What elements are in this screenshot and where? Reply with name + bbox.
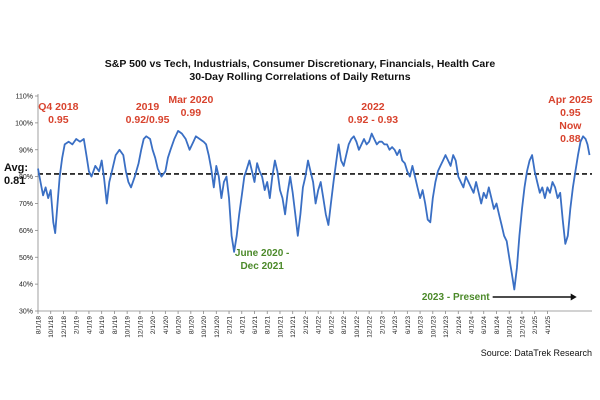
y-tick-label: 60%	[19, 228, 33, 235]
y-tick-label: 70%	[19, 201, 33, 208]
annotation-text: 0.95	[48, 114, 69, 126]
x-tick-label: 2/1/22	[303, 316, 310, 334]
x-tick-label: 4/1/21	[239, 316, 246, 334]
x-tick-label: 10/1/24	[507, 316, 514, 338]
x-tick-label: 4/1/20	[163, 316, 170, 334]
y-tick-label: 30%	[19, 309, 33, 316]
x-tick-label: 2/1/21	[227, 316, 234, 334]
average-label: Avg:	[4, 162, 28, 174]
annotation-text: 0.99	[181, 107, 202, 119]
x-tick-label: 10/1/18	[48, 316, 55, 338]
annotation-text: June 2020 -	[235, 248, 289, 259]
x-tick-label: 8/1/19	[112, 316, 119, 334]
x-tick-label: 8/1/21	[265, 316, 272, 334]
x-tick-label: 12/1/21	[290, 316, 297, 338]
annotation-text: 0.92/0.95	[126, 114, 170, 126]
annotation-text: 2022	[361, 101, 385, 113]
x-tick-label: 8/1/20	[188, 316, 195, 334]
annotation-text: Mar 2020	[168, 94, 213, 106]
annotation-text: 0.92 - 0.93	[348, 114, 398, 126]
x-tick-label: 4/1/23	[392, 316, 399, 334]
x-tick-label: 10/1/23	[430, 316, 437, 338]
x-tick-label: 12/1/24	[519, 316, 526, 338]
average-value: 0.81	[4, 175, 25, 187]
x-tick-label: 8/1/23	[418, 316, 425, 334]
x-tick-label: 2/1/20	[150, 316, 157, 334]
x-tick-label: 4/1/24	[469, 316, 476, 334]
x-tick-label: 6/1/21	[252, 316, 259, 334]
x-tick-label: 10/1/22	[354, 316, 361, 338]
series-line	[37, 130, 591, 291]
y-tick-label: 90%	[19, 147, 33, 154]
x-tick-label: 8/1/24	[494, 316, 501, 334]
x-tick-label: 6/1/19	[99, 316, 106, 334]
annotation-text: Dec 2021	[240, 261, 284, 272]
y-tick-label: 50%	[19, 255, 33, 262]
x-tick-label: 2/1/19	[74, 316, 81, 334]
x-tick-label: 6/1/23	[405, 316, 412, 334]
x-tick-label: 2/1/24	[456, 316, 463, 334]
x-tick-label: 10/1/19	[125, 316, 132, 338]
y-tick-label: 40%	[19, 282, 33, 289]
x-tick-label: 2/1/23	[379, 316, 386, 334]
x-tick-label: 4/1/25	[545, 316, 552, 334]
x-tick-label: 10/1/21	[277, 316, 284, 338]
annotation-text: 2023 - Present	[422, 292, 490, 303]
x-tick-label: 2/1/25	[532, 316, 539, 334]
x-tick-label: 4/1/19	[86, 316, 93, 334]
x-tick-label: 6/1/24	[481, 316, 488, 334]
x-tick-label: 6/1/22	[328, 316, 335, 334]
source-credit: Source: DataTrek Research	[480, 348, 592, 358]
annotation-text: Apr 2025	[548, 94, 593, 106]
annotation-text: 0.88	[560, 133, 581, 145]
chart-subtitle: 30-Day Rolling Correlations of Daily Ret…	[189, 71, 411, 83]
x-tick-label: 12/1/23	[443, 316, 450, 338]
annotation-text: 2019	[136, 101, 160, 113]
y-tick-label: 100%	[15, 120, 33, 127]
y-tick-label: 80%	[19, 174, 33, 181]
y-tick-label: 110%	[16, 94, 33, 101]
annotation-text: 0.95	[560, 107, 581, 119]
x-tick-label: 8/1/18	[36, 316, 43, 334]
annotation-text: Q4 2018	[38, 101, 78, 113]
x-tick-label: 10/1/20	[201, 316, 208, 338]
arrow-head	[570, 293, 577, 301]
x-tick-label: 12/1/19	[137, 316, 144, 338]
chart-title: S&P 500 vs Tech, Industrials, Consumer D…	[104, 58, 496, 70]
x-tick-label: 4/1/22	[316, 316, 323, 334]
x-tick-label: 12/1/22	[367, 316, 374, 338]
x-tick-label: 8/1/22	[341, 316, 348, 334]
x-tick-label: 12/1/18	[61, 316, 68, 338]
x-tick-label: 12/1/20	[214, 316, 221, 338]
annotation-text: Now	[559, 120, 582, 132]
x-tick-label: 6/1/20	[176, 316, 183, 334]
